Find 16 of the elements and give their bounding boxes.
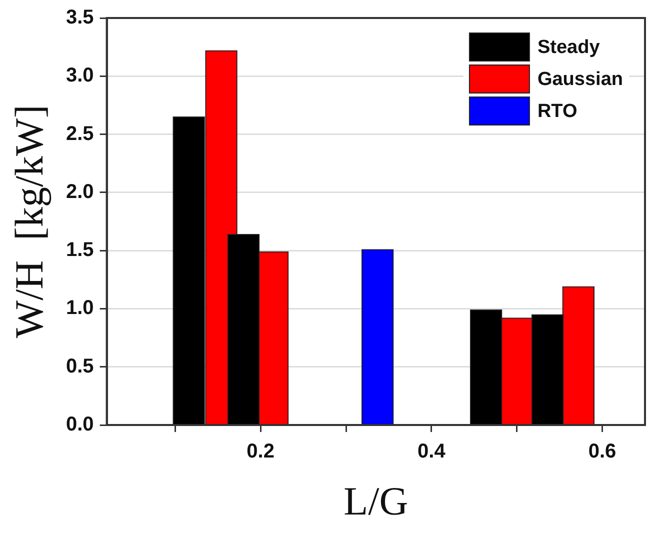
y-axis-title: W/H [kg/kW] (6, 104, 52, 338)
y-tick-label: 3.5 (66, 6, 94, 29)
y-tick-label: 0.5 (66, 355, 94, 378)
y-tick-label: 2.0 (66, 180, 94, 203)
y-tick-label: 1.0 (66, 297, 94, 320)
x-tick-label: 0.6 (588, 440, 616, 463)
x-tick-label: 0.4 (418, 440, 446, 463)
legend-label: Steady (537, 37, 600, 58)
y-tick-label: 2.5 (66, 122, 94, 145)
y-tick-label: 0.0 (66, 414, 94, 436)
legend-label: Gaussian (537, 69, 624, 90)
y-tick-label: 1.5 (66, 239, 94, 262)
x-axis-title: L/G (344, 478, 408, 524)
legend-label: RTO (537, 101, 578, 122)
x-tick-label: 0.2 (246, 440, 274, 463)
y-tick-label: 3.0 (66, 64, 94, 87)
